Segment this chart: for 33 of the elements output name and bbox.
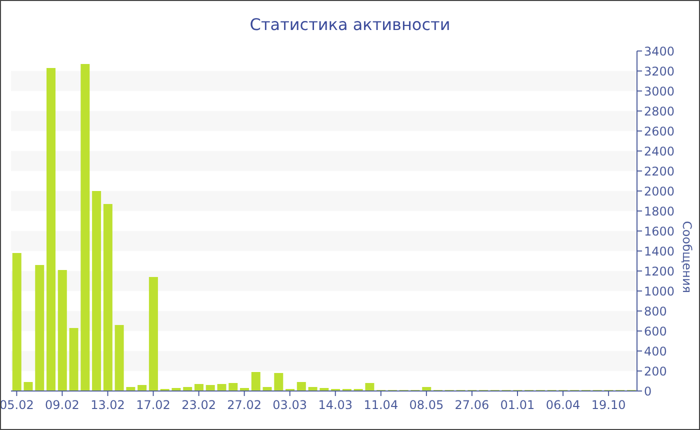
y-tick-label: 1400 (644, 244, 675, 258)
y-tick-label: 2000 (644, 184, 675, 198)
y-tick-label: 3200 (644, 64, 675, 78)
x-tick-label: 03.03 (272, 398, 308, 412)
y-axis-title: Сообщения (680, 221, 694, 294)
y-tick-label: 2400 (644, 144, 675, 158)
y-tick-label: 400 (644, 344, 667, 358)
x-tick-label: 11.04 (364, 398, 398, 412)
x-tick-label: 01.01 (500, 398, 535, 412)
x-tick-label: 17.02 (136, 398, 170, 412)
chart-title: Статистика активности (248, 15, 452, 34)
x-tick-label: 19.10 (591, 398, 626, 412)
y-tick-label: 2800 (644, 104, 675, 118)
x-tick-label: 09.02 (45, 398, 80, 412)
y-tick-label: 3400 (644, 44, 675, 58)
y-tick-label: 0 (644, 384, 652, 398)
y-tick-label: 3000 (644, 84, 675, 98)
x-tick-label: 13.02 (90, 398, 125, 412)
x-tick-label: 27.02 (227, 398, 262, 412)
x-tick-label: 08.05 (409, 398, 444, 412)
y-tick-label: 2200 (644, 164, 675, 178)
y-tick-label: 1200 (644, 264, 675, 278)
y-tick-label: 1000 (644, 284, 675, 298)
y-tick-label: 1800 (644, 204, 675, 218)
y-tick-label: 600 (644, 324, 667, 338)
x-tick-label: 14.03 (318, 398, 353, 412)
y-tick-label: 1600 (644, 224, 675, 238)
y-tick-label: 200 (644, 364, 667, 378)
y-tick-label: 800 (644, 304, 667, 318)
x-tick-label: 23.02 (182, 398, 216, 412)
x-tick-label: 06.04 (546, 398, 580, 412)
y-tick-label: 2600 (644, 124, 675, 138)
x-tick-label: 27.06 (454, 398, 490, 412)
